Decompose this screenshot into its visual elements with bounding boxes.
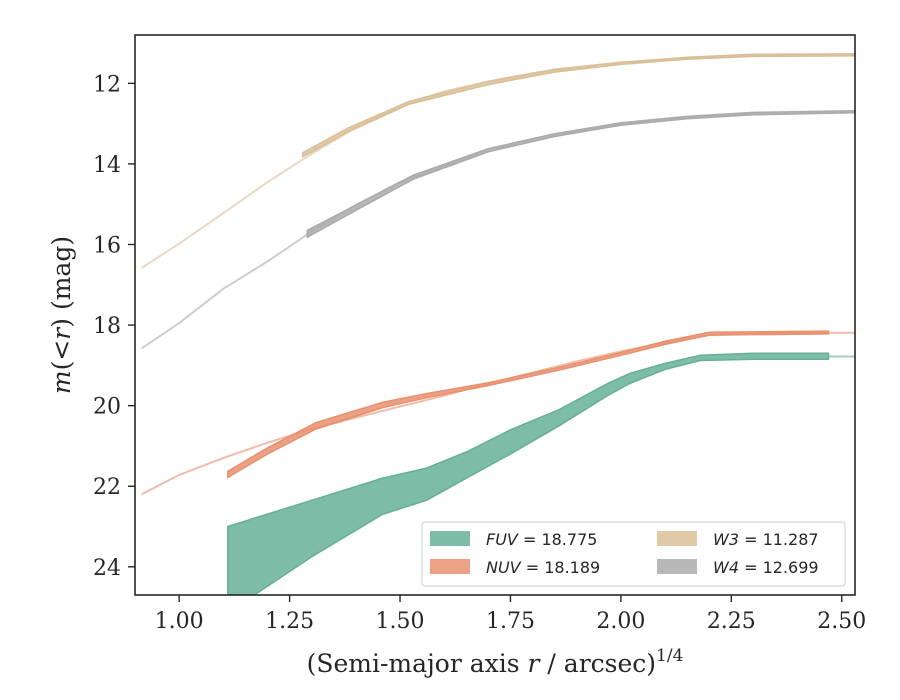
legend-label-fuv: FUV = 18.775	[486, 530, 597, 549]
y-tick-label-24: 24	[93, 556, 121, 581]
band-fuv	[227, 352, 830, 595]
legend-swatch-w4	[657, 559, 697, 574]
x-axis-label: (Semi-major axis r / arcsec)1/4	[307, 646, 684, 678]
legend-var-w3: W3	[713, 530, 739, 549]
model-line-w3	[141, 53, 855, 269]
legend-box	[421, 521, 846, 587]
x-axis-label-sup: 1/4	[656, 646, 683, 666]
x-tick-label-2.25: 2.25	[707, 609, 756, 634]
y-tick-label-12: 12	[93, 72, 121, 97]
y-tick-label-20: 20	[93, 395, 121, 420]
x-tick-label-1.25: 1.25	[265, 609, 314, 634]
y-tick-label-18: 18	[93, 314, 121, 339]
series-layer	[141, 53, 855, 595]
legend-value-nuv: = 18.189	[526, 558, 600, 577]
x-axis-label-pre: (Semi-major axis	[307, 649, 528, 678]
legend-var-nuv: NUV	[486, 558, 522, 577]
plot-frame	[134, 34, 856, 596]
legend-label-w4: W4 = 12.699	[713, 558, 819, 577]
legend-value-w3: = 11.287	[744, 530, 818, 549]
legend-var-w4: W4	[713, 558, 739, 577]
band-nuv	[227, 330, 830, 479]
x-tick-label-2.50: 2.50	[817, 609, 866, 634]
legend-swatch-fuv	[430, 531, 470, 546]
ticks-layer: 1.00 1.25 1.50 1.75 2.00 2.25 2.50 12 14 16 18 20 22…	[93, 72, 866, 634]
legend-swatch-nuv	[430, 559, 470, 574]
y-axis-label-var: r	[47, 326, 76, 340]
band-w3	[302, 53, 855, 158]
legend-label-w3: W3 = 11.287	[713, 530, 819, 549]
band-w4	[306, 109, 855, 239]
x-tick-label-1.00: 1.00	[155, 609, 204, 634]
legend-value-w4: = 12.699	[744, 558, 818, 577]
legend-swatch-w3	[657, 531, 697, 546]
y-tick-label-14: 14	[93, 153, 121, 178]
legend-var-fuv: FUV	[486, 530, 519, 549]
x-tick-label-2.00: 2.00	[596, 609, 645, 634]
y-tick-label-22: 22	[93, 475, 121, 500]
y-axis-label-mid: (<	[47, 340, 76, 371]
legend-label-nuv: NUV = 18.189	[486, 558, 600, 577]
legend: FUV = 18.775 NUV = 18.189 W3 = 11.287 W4…	[421, 521, 846, 587]
y-tick-label-16: 16	[93, 233, 121, 258]
x-tick-label-1.50: 1.50	[376, 609, 425, 634]
y-axis-label: m(<r) (mag)	[47, 236, 76, 394]
x-axis-label-var: r	[528, 649, 542, 678]
y-axis-label-post: ) (mag)	[47, 236, 76, 328]
y-axis-label-pre: m	[47, 370, 76, 394]
legend-value-fuv: = 18.775	[523, 530, 597, 549]
x-axis-label-post: / arcsec)	[539, 649, 656, 678]
x-tick-label-1.75: 1.75	[486, 609, 535, 634]
